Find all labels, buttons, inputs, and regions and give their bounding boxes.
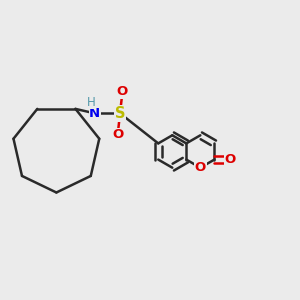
Text: O: O xyxy=(112,128,123,141)
Text: O: O xyxy=(195,161,206,174)
Text: H: H xyxy=(87,95,96,109)
Text: S: S xyxy=(115,106,125,121)
Text: N: N xyxy=(89,107,100,120)
Text: O: O xyxy=(224,153,236,166)
Text: O: O xyxy=(117,85,128,98)
